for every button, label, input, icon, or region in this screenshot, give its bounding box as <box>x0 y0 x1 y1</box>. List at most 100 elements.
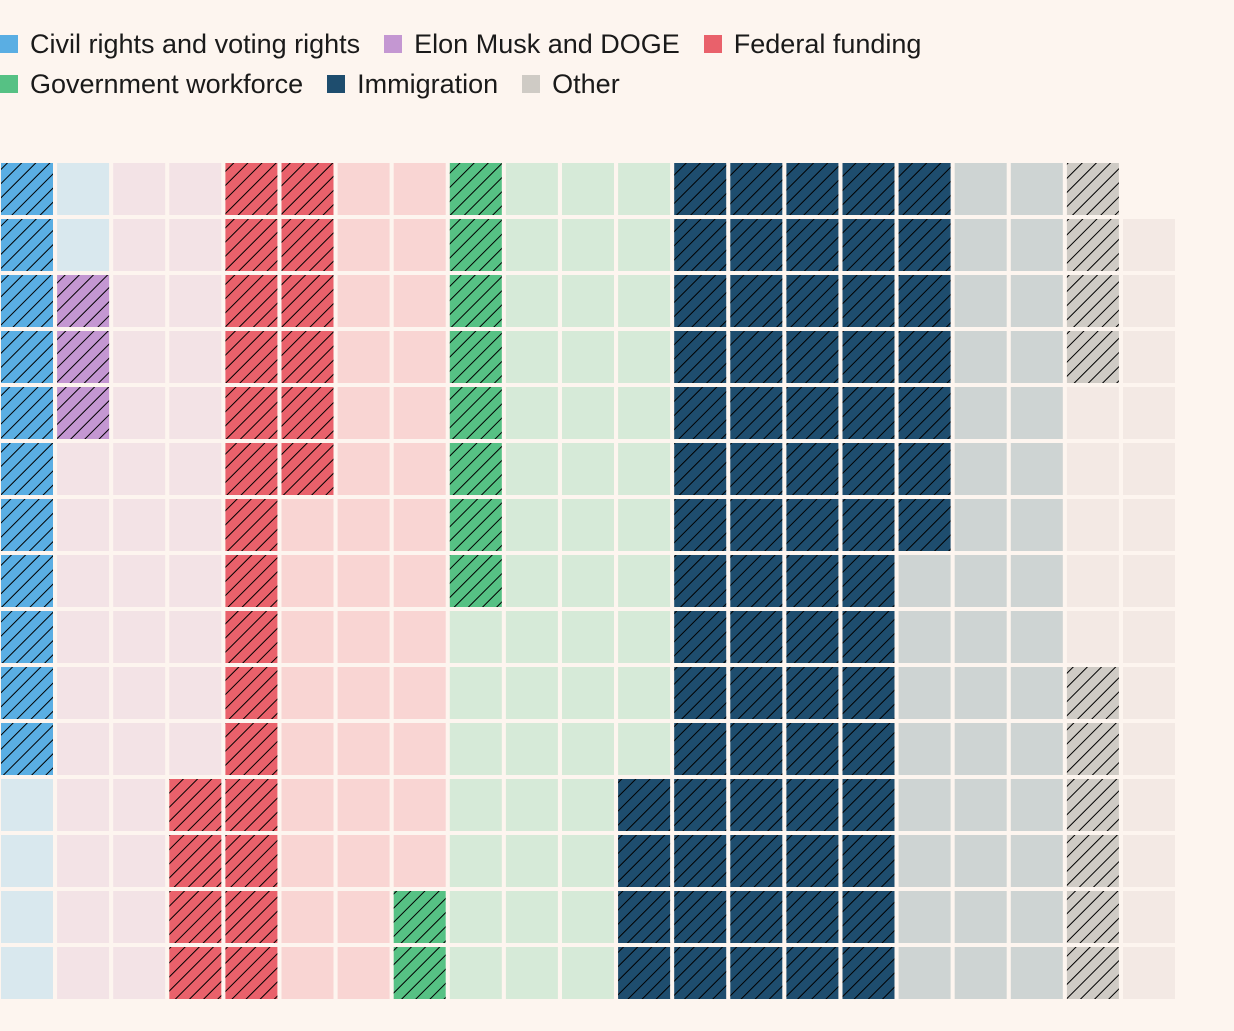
legend-item: Immigration <box>327 69 498 100</box>
legend-row: Government workforce Immigration Other <box>0 64 1234 104</box>
waffle-cell-hatch <box>1 723 53 775</box>
waffle-cell-hatch <box>449 331 502 383</box>
waffle-cell <box>954 219 1007 271</box>
legend-item: Elon Musk and DOGE <box>384 29 680 60</box>
waffle-cell <box>113 723 166 775</box>
waffle-cell-hatch <box>842 331 895 383</box>
waffle-cell <box>449 891 502 943</box>
waffle-cell-hatch <box>786 891 839 943</box>
waffle-cell-hatch <box>730 275 783 327</box>
waffle-cell-hatch <box>674 947 727 999</box>
legend-row: Civil rights and voting rights Elon Musk … <box>0 24 1234 64</box>
legend-swatch <box>0 75 18 93</box>
waffle-cell <box>898 611 951 663</box>
waffle-cell <box>898 667 951 719</box>
waffle-cell <box>337 275 390 327</box>
waffle-cell <box>281 891 334 943</box>
waffle-cell <box>505 891 558 943</box>
waffle-cell <box>281 667 334 719</box>
waffle-cell <box>169 723 222 775</box>
waffle-cell <box>1010 275 1063 327</box>
waffle-cell-hatch <box>898 387 951 439</box>
waffle-cell-hatch <box>1 331 53 383</box>
waffle-cell <box>57 779 110 831</box>
waffle-cell-hatch <box>57 387 110 439</box>
waffle-cell <box>113 443 166 495</box>
waffle-cell <box>1010 667 1063 719</box>
waffle-cell-hatch <box>1 219 53 271</box>
waffle-cell <box>954 611 1007 663</box>
waffle-cell-hatch <box>842 219 895 271</box>
waffle-cell <box>505 219 558 271</box>
waffle-cell <box>169 667 222 719</box>
waffle-cell-hatch <box>225 723 278 775</box>
legend-label: Immigration <box>357 68 499 99</box>
waffle-cell <box>113 667 166 719</box>
waffle-cell <box>618 611 671 663</box>
waffle-cell-hatch <box>449 163 502 215</box>
waffle-cell-hatch <box>1 443 53 495</box>
waffle-cell-hatch <box>57 275 110 327</box>
waffle-cell-hatch <box>842 835 895 887</box>
waffle-cell-hatch <box>842 163 895 215</box>
waffle-cell <box>618 331 671 383</box>
waffle-cell <box>562 387 614 439</box>
waffle-cell <box>169 499 222 551</box>
waffle-cell <box>113 779 166 831</box>
waffle-cell <box>505 443 558 495</box>
waffle-cell <box>618 387 671 439</box>
waffle-cell-hatch <box>842 499 895 551</box>
legend-swatch <box>384 35 403 53</box>
waffle-cell-hatch <box>225 275 278 327</box>
waffle-cell-hatch <box>842 947 895 999</box>
waffle-cell <box>337 779 390 831</box>
waffle-cell <box>449 779 502 831</box>
waffle-cell <box>1123 387 1175 439</box>
legend-swatch <box>0 35 18 53</box>
waffle-cell <box>281 779 334 831</box>
waffle-cell <box>113 947 166 999</box>
waffle-cell-hatch <box>1066 331 1119 383</box>
legend-swatch <box>522 75 541 93</box>
waffle-cell <box>618 723 671 775</box>
waffle-cell-hatch <box>225 779 278 831</box>
waffle-cell-hatch <box>1066 723 1119 775</box>
waffle-cell-hatch <box>618 835 671 887</box>
waffle-cell-hatch <box>281 331 334 383</box>
waffle-cell <box>562 667 614 719</box>
waffle-cell-hatch <box>730 499 783 551</box>
waffle-cell <box>337 163 390 215</box>
waffle-cell-hatch <box>898 275 951 327</box>
legend-item: Other <box>522 69 620 100</box>
waffle-cell-hatch <box>1066 275 1119 327</box>
waffle-cell <box>505 499 558 551</box>
waffle-cell <box>562 947 614 999</box>
waffle-cell <box>281 947 334 999</box>
waffle-cell <box>113 163 166 215</box>
waffle-cell <box>1066 611 1119 663</box>
waffle-cell <box>57 499 110 551</box>
waffle-cell <box>1010 947 1063 999</box>
waffle-cell-hatch <box>1 667 53 719</box>
waffle-cell <box>449 723 502 775</box>
waffle-cell <box>898 555 951 607</box>
waffle-cell-hatch <box>730 611 783 663</box>
legend-item: Federal funding <box>703 29 921 60</box>
waffle-cell <box>113 499 166 551</box>
waffle-cell-hatch <box>842 387 895 439</box>
waffle-cell-hatch <box>898 163 951 215</box>
waffle-cell <box>618 163 671 215</box>
waffle-cell-hatch <box>786 331 839 383</box>
waffle-cell-hatch <box>842 555 895 607</box>
waffle-cell <box>1123 611 1175 663</box>
waffle-cell-hatch <box>1 275 53 327</box>
waffle-cell <box>337 611 390 663</box>
waffle-cell-hatch <box>169 947 222 999</box>
waffle-cell <box>113 331 166 383</box>
waffle-cell-hatch <box>730 891 783 943</box>
waffle-cell <box>169 555 222 607</box>
waffle-cell-hatch <box>449 499 502 551</box>
waffle-cell <box>954 779 1007 831</box>
waffle-cell-hatch <box>1066 163 1119 215</box>
waffle-cell <box>57 723 110 775</box>
